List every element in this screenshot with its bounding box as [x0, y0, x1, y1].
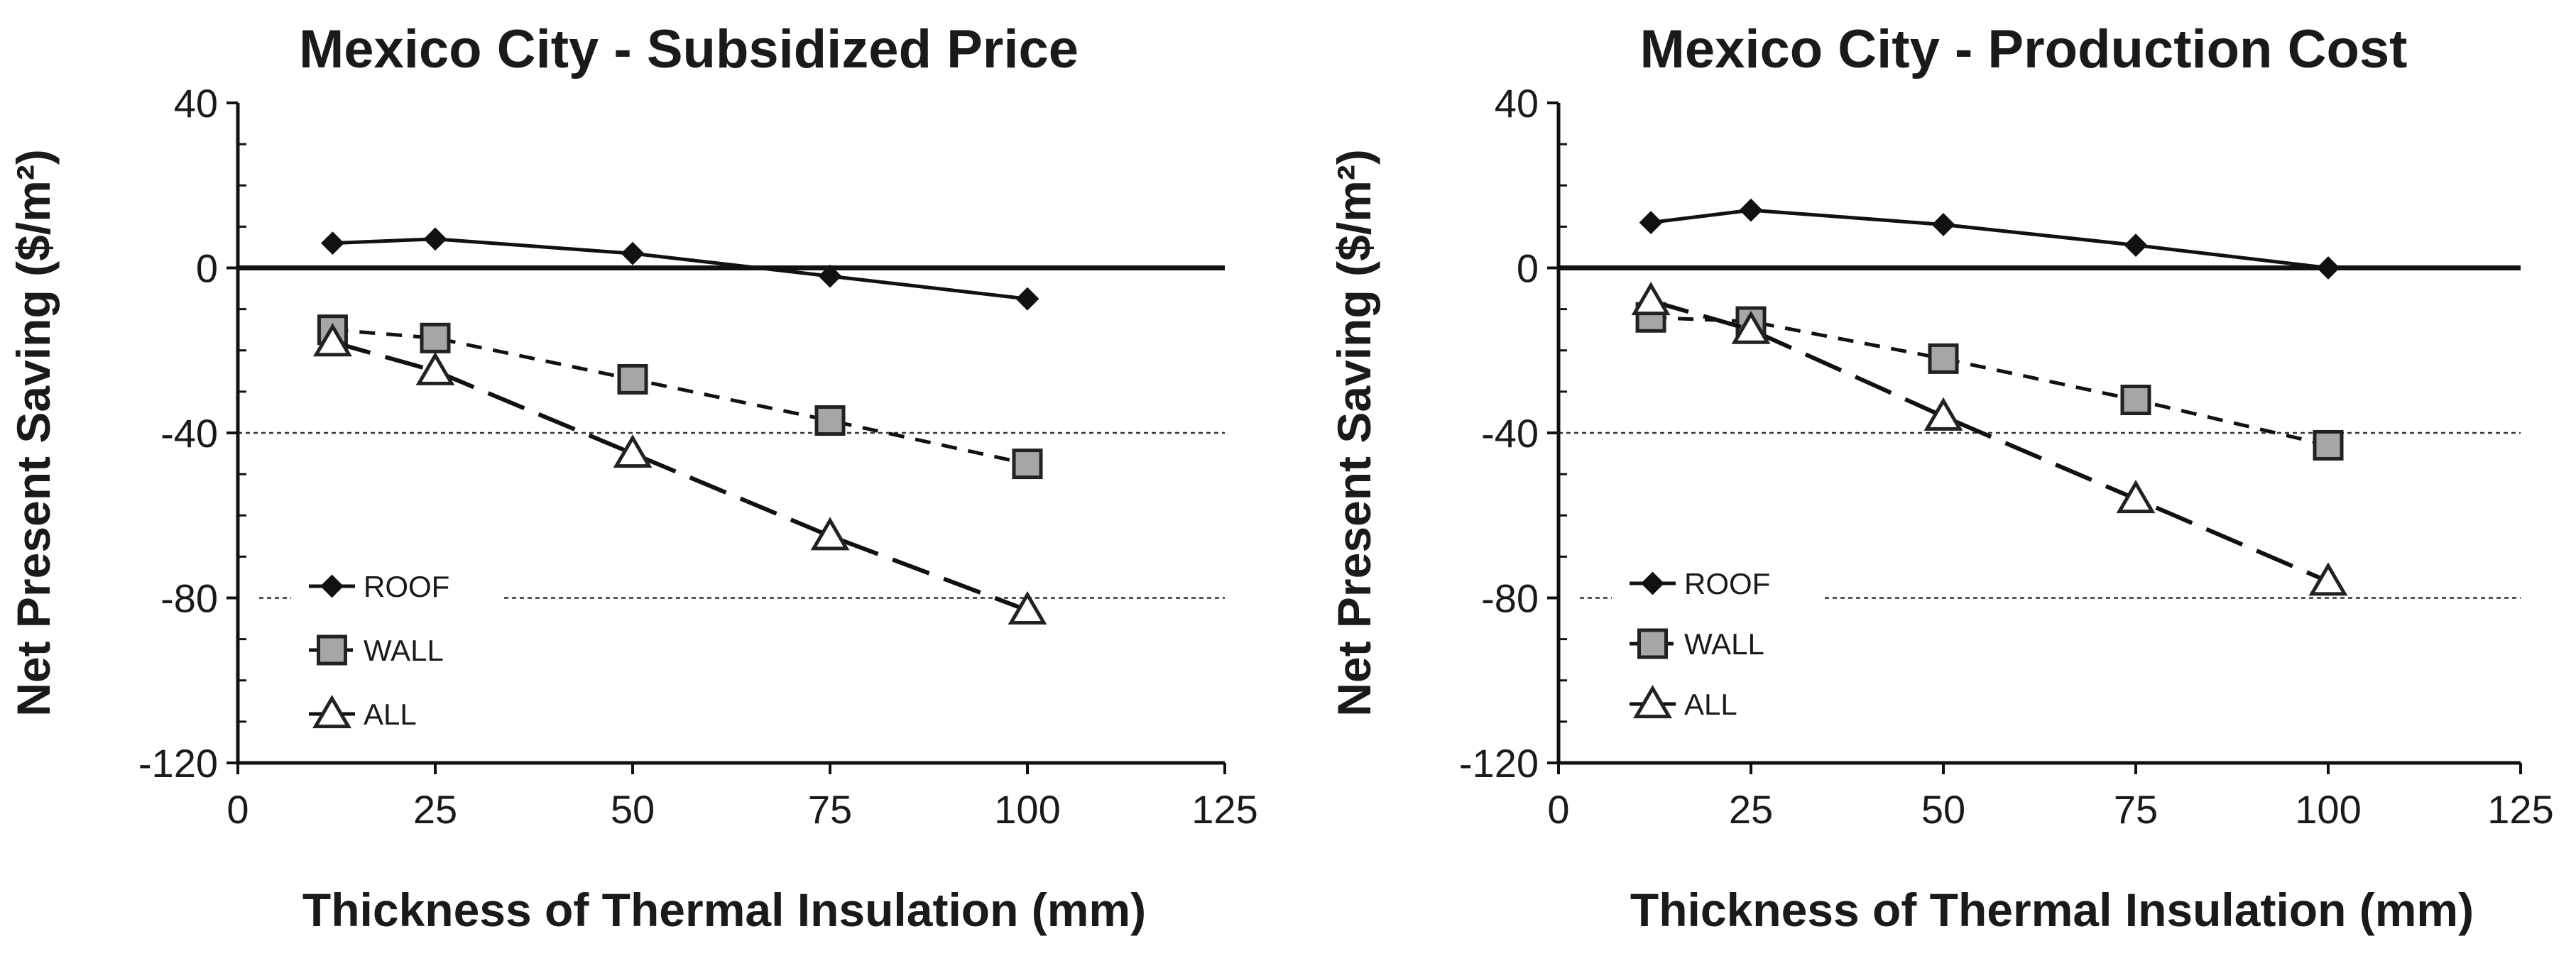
legend-item-roof: ROOF — [1630, 567, 1770, 600]
data-point-all — [1923, 397, 1963, 431]
legend-label: ROOF — [364, 570, 449, 603]
series-all — [312, 323, 1047, 625]
chart-title: Mexico City - Subsidized Price — [299, 19, 1079, 79]
y-tick-label: -80 — [1481, 576, 1539, 621]
data-point-wall — [1928, 343, 1959, 374]
y-axis-label: Net Present Saving ($/m²) — [1328, 149, 1380, 717]
data-point-roof — [321, 231, 344, 255]
x-tick-label: 0 — [227, 787, 249, 832]
legend-item-wall: WALL — [1630, 627, 1764, 661]
data-point-all — [810, 517, 850, 551]
data-point-roof — [2124, 233, 2148, 257]
data-point-all — [2116, 480, 2156, 514]
y-tick-label: -40 — [1481, 411, 1539, 456]
x-tick-label: 25 — [413, 787, 457, 832]
legend-label: ALL — [1684, 688, 1737, 721]
legend-label: ALL — [364, 698, 417, 731]
x-axis-label: Thickness of Thermal Insulation (mm) — [1630, 884, 2474, 936]
x-tick-label: 50 — [1921, 787, 1965, 832]
legend: ROOF WALL ALL — [1630, 567, 1770, 721]
y-tick-label: -120 — [1459, 741, 1539, 786]
x-tick-label: 125 — [1191, 787, 1257, 832]
data-point-roof — [423, 227, 447, 251]
series-roof — [321, 227, 1039, 311]
legend: ROOF WALL ALL — [309, 570, 449, 731]
series-line — [332, 340, 1029, 612]
y-tick-label: -40 — [160, 411, 218, 456]
legend-item-all: ALL — [309, 695, 417, 731]
x-tick-label: 0 — [1547, 787, 1569, 832]
data-point-wall — [2120, 385, 2151, 415]
x-tick-label: 25 — [1729, 787, 1773, 832]
data-point-wall — [2313, 429, 2344, 461]
y-axis-label: Net Present Saving ($/m²) — [7, 149, 60, 717]
legend-marker-wall — [1637, 628, 1668, 659]
data-point-roof — [818, 264, 842, 288]
data-point-all — [415, 351, 455, 385]
legend-label: ROOF — [1684, 567, 1770, 600]
series-roof — [1639, 198, 2340, 280]
series-wall — [317, 314, 1043, 480]
series-line — [1650, 299, 2330, 584]
legend-marker-roof — [1641, 571, 1664, 595]
legend-item-all: ALL — [1630, 685, 1737, 721]
data-point-all — [312, 323, 352, 357]
data-point-wall — [420, 322, 451, 353]
legend-label: WALL — [364, 634, 444, 667]
data-point-all — [1731, 310, 1771, 344]
x-tick-label: 125 — [2487, 787, 2553, 832]
legend-item-roof: ROOF — [309, 570, 449, 603]
chart-panel-production-cost: Mexico City - Production Cost 40 0 -40 -80 -1… — [1328, 19, 2554, 936]
data-point-roof — [1639, 211, 1663, 234]
legend-marker-roof — [320, 574, 344, 598]
data-point-all — [2308, 562, 2348, 596]
x-tick-label: 75 — [2114, 787, 2158, 832]
data-point-wall — [617, 363, 648, 395]
data-point-roof — [1931, 213, 1955, 236]
data-point-roof — [2316, 256, 2340, 280]
y-tick-label: 0 — [196, 246, 218, 291]
x-tick-label: 100 — [994, 787, 1060, 832]
y-tick-label: 40 — [174, 81, 218, 126]
data-point-roof — [1739, 198, 1763, 222]
series-all — [1631, 282, 2348, 596]
y-tick-label: 0 — [1517, 246, 1539, 291]
x-tick-label: 50 — [611, 787, 655, 832]
data-point-all — [613, 434, 653, 468]
legend-marker-wall — [317, 634, 347, 666]
y-tick-label: 40 — [1495, 81, 1539, 126]
legend-item-wall: WALL — [309, 634, 444, 667]
legend-label: WALL — [1684, 627, 1764, 661]
y-tick-label: -120 — [138, 741, 218, 786]
data-point-roof — [621, 241, 645, 265]
data-point-roof — [1015, 287, 1039, 311]
legend-marker-all — [312, 695, 351, 729]
x-tick-label: 75 — [808, 787, 852, 832]
data-point-all — [1631, 282, 1671, 316]
data-point-all — [1008, 590, 1047, 625]
legend-marker-all — [1633, 685, 1672, 719]
y-tick-label: -80 — [160, 576, 218, 621]
x-tick-label: 100 — [2295, 787, 2361, 832]
chart-panel-subsidized-price: Mexico City - Subsidized Price 40 0 -40 -80 -… — [7, 19, 1258, 936]
x-axis-label: Thickness of Thermal Insulation (mm) — [302, 884, 1146, 936]
data-point-wall — [814, 405, 846, 436]
data-point-wall — [1012, 449, 1043, 480]
chart-title: Mexico City - Production Cost — [1640, 19, 2408, 79]
